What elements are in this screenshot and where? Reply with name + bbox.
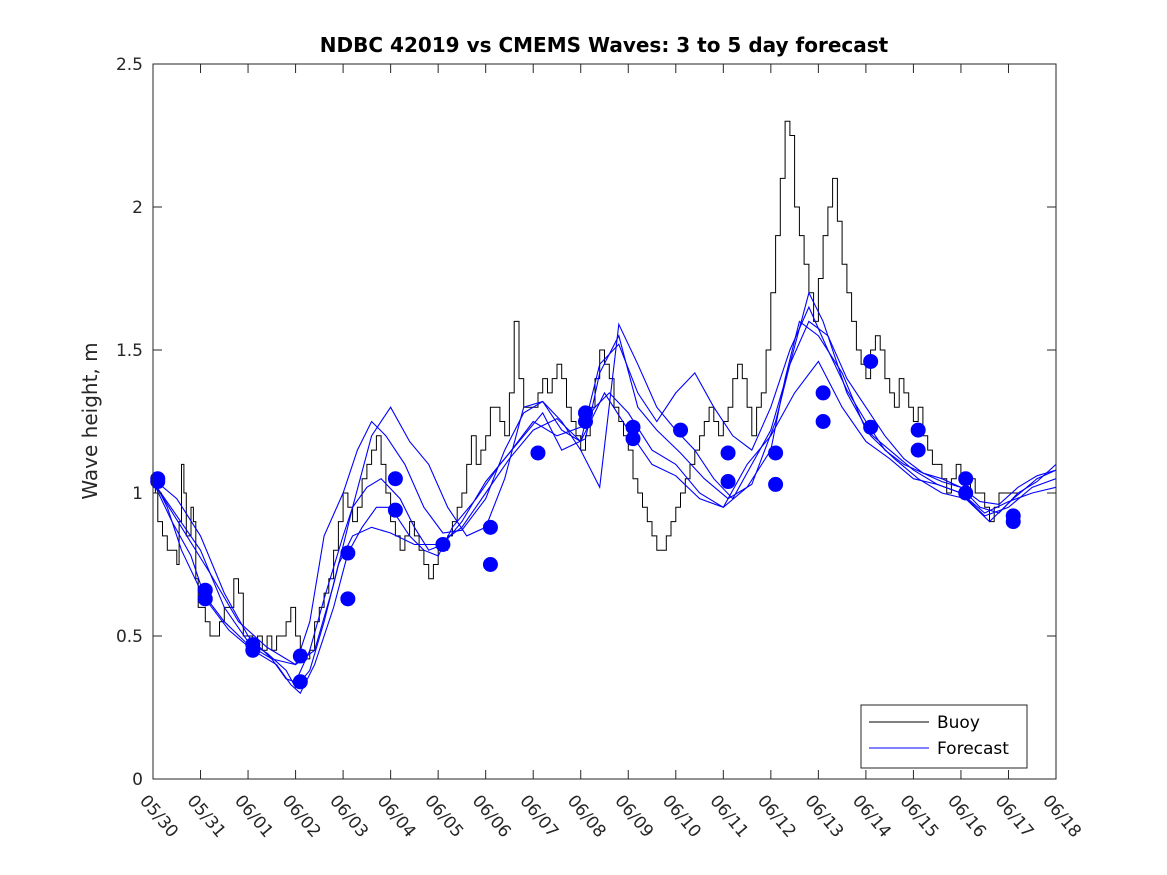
y-axis: 0 0.5 1 1.5 2 2.5 bbox=[116, 55, 1056, 790]
forecast-marker bbox=[768, 476, 784, 492]
chart-title: NDBC 42019 vs CMEMS Waves: 3 to 5 day fo… bbox=[320, 33, 889, 57]
legend: Buoy Forecast bbox=[860, 704, 1028, 769]
forecast-marker bbox=[720, 445, 736, 461]
forecast-line bbox=[153, 291, 1056, 695]
forecast-marker bbox=[958, 471, 974, 487]
forecast-marker bbox=[768, 445, 784, 461]
forecast-marker bbox=[958, 485, 974, 501]
forecast-marker bbox=[910, 422, 926, 438]
forecast-marker bbox=[863, 353, 879, 369]
forecast-marker bbox=[387, 471, 403, 487]
forecast-marker bbox=[625, 419, 641, 435]
y-tick-label: 2.5 bbox=[116, 55, 143, 75]
forecast-marker bbox=[292, 674, 308, 690]
y-tick-label: 0.5 bbox=[116, 627, 143, 647]
legend-box bbox=[860, 704, 1028, 769]
forecast-marker bbox=[340, 545, 356, 561]
forecast-marker bbox=[482, 557, 498, 572]
forecast-marker bbox=[577, 405, 593, 421]
forecast-marker bbox=[245, 637, 261, 653]
y-axis-label: Wave height, m bbox=[78, 342, 102, 499]
buoy-line bbox=[153, 120, 1018, 660]
y-tick-label: 1 bbox=[132, 484, 143, 504]
legend-forecast-label: Forecast bbox=[937, 739, 1009, 759]
forecast-marker bbox=[340, 591, 356, 607]
forecast-marker bbox=[435, 536, 451, 552]
forecast-line bbox=[153, 305, 1056, 666]
forecast-marker bbox=[815, 414, 831, 429]
forecast-marker bbox=[292, 648, 308, 664]
y-tick-label: 1.5 bbox=[116, 341, 143, 361]
forecast-marker bbox=[150, 471, 166, 487]
forecast-marker bbox=[815, 385, 831, 401]
marker-layer bbox=[150, 353, 1021, 690]
forecast-marker bbox=[910, 442, 926, 458]
forecast-marker bbox=[720, 474, 736, 490]
forecast-marker bbox=[863, 419, 879, 435]
forecast-marker bbox=[1005, 508, 1021, 524]
plot-frame bbox=[152, 63, 1057, 780]
y-tick-label: 0 bbox=[132, 770, 143, 790]
forecast-marker bbox=[673, 422, 689, 438]
legend-buoy-label: Buoy bbox=[937, 713, 980, 733]
forecast-marker bbox=[482, 519, 498, 535]
y-tick-label: 2 bbox=[132, 198, 143, 218]
forecast-marker bbox=[387, 502, 403, 518]
forecast-line bbox=[153, 320, 1056, 666]
forecast-marker bbox=[530, 445, 546, 461]
forecast-marker bbox=[197, 582, 213, 598]
